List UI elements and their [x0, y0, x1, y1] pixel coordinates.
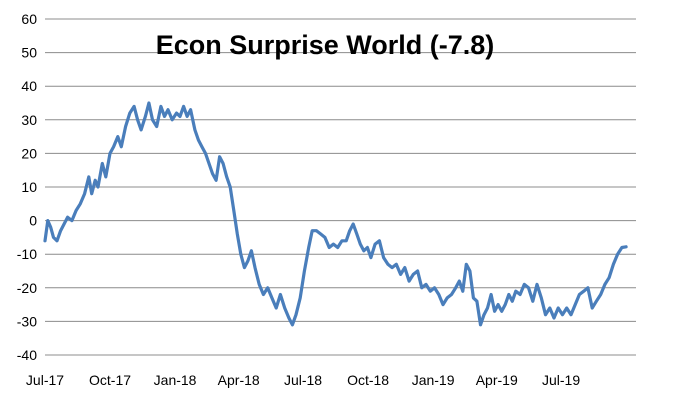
x-tick-label: Jul-18	[284, 372, 322, 388]
y-tick-label: 0	[29, 213, 37, 229]
y-tick-label: 10	[21, 179, 37, 195]
y-tick-label: -30	[17, 313, 37, 329]
y-tick-label: -40	[17, 347, 37, 363]
x-tick-label: Jan-19	[412, 372, 455, 388]
grid-lines	[45, 18, 636, 356]
x-tick-label: Jul-17	[26, 372, 64, 388]
x-tick-label: Apr-18	[218, 372, 260, 388]
x-tick-label: Oct-17	[89, 372, 131, 388]
x-tick-label: Oct-18	[347, 372, 389, 388]
x-axis-tick-labels: Jul-17 Oct-17 Jan-18 Apr-18 Jul-18 Oct-18 Jan-…	[26, 372, 580, 388]
x-tick-label: Jan-18	[154, 372, 197, 388]
chart-title: Econ Surprise World (-7.8)	[156, 30, 495, 60]
y-axis-tick-labels: -40 -30 -20 -10 0 10 20 30 40 50 60	[17, 11, 37, 363]
y-tick-label: 20	[21, 145, 37, 161]
y-tick-label: 40	[21, 78, 37, 94]
x-tick-label: Jul-19	[542, 372, 580, 388]
y-tick-label: 30	[21, 112, 37, 128]
y-tick-label: 50	[21, 45, 37, 61]
y-tick-label: -20	[17, 280, 37, 296]
y-tick-label: 60	[21, 11, 37, 27]
x-tick-label: Apr-19	[476, 372, 518, 388]
y-tick-label: -10	[17, 246, 37, 262]
series-line	[43, 101, 628, 327]
